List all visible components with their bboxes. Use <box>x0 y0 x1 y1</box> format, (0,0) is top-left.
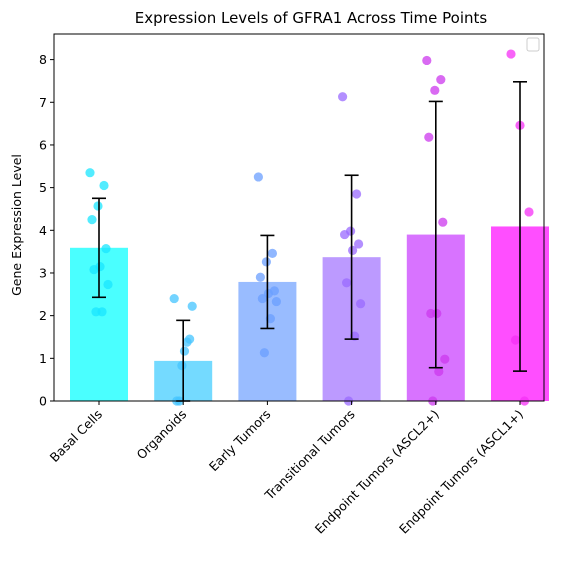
y-tick-label: 4 <box>39 223 47 238</box>
x-tick-label: Early Tumors <box>206 407 274 475</box>
data-point <box>259 348 269 358</box>
plot-frame <box>53 33 545 402</box>
data-point <box>440 354 450 364</box>
data-point <box>179 346 190 356</box>
data-point <box>177 360 187 371</box>
error-bar-1 <box>92 197 106 299</box>
data-point <box>426 308 436 319</box>
data-point <box>342 278 352 288</box>
error-bars-layer <box>92 80 527 402</box>
data-point <box>424 132 434 142</box>
bars-layer <box>70 226 549 401</box>
data-point <box>430 85 440 95</box>
data-point <box>267 248 277 258</box>
y-tick-label: 2 <box>39 308 47 323</box>
data-point <box>356 299 366 309</box>
y-tick-label: 5 <box>39 180 47 195</box>
data-point <box>354 239 364 249</box>
data-point <box>436 75 446 85</box>
y-axis-ticks: 0 1 2 3 4 5 6 7 8 <box>39 52 54 409</box>
data-point <box>263 288 273 299</box>
legend-box <box>526 37 540 52</box>
y-tick-label: 0 <box>39 394 47 409</box>
data-point <box>99 180 109 191</box>
y-tick-label: 3 <box>39 265 47 280</box>
error-bar-5 <box>428 100 443 369</box>
data-point <box>506 49 516 59</box>
data-point <box>524 207 534 217</box>
y-axis-label: Gene Expression Level <box>9 154 24 296</box>
data-point <box>182 337 192 347</box>
data-point <box>89 264 99 275</box>
error-bar-6 <box>513 80 527 372</box>
data-point <box>438 217 448 227</box>
x-tick-label: Organoids <box>134 407 190 463</box>
data-point <box>271 296 281 307</box>
data-point <box>340 229 350 240</box>
data-point <box>85 168 95 178</box>
data-point <box>261 257 271 267</box>
data-point <box>510 335 521 345</box>
x-axis-ticks: Basal Cells Organoids Early TumorsTransiti… <box>47 401 526 537</box>
data-point <box>87 215 97 225</box>
data-point <box>422 55 432 66</box>
data-point <box>103 279 113 290</box>
error-bar-3 <box>260 234 275 330</box>
data-point <box>434 366 444 377</box>
x-tick-label: Transitional Tumors <box>261 407 358 504</box>
data-point <box>352 189 362 199</box>
points-layer <box>85 49 534 406</box>
data-point <box>169 293 179 304</box>
data-point <box>91 307 101 317</box>
x-tick-label: Basal Cells <box>47 407 106 466</box>
error-bar-4 <box>344 174 359 340</box>
y-tick-label: 1 <box>39 351 47 366</box>
data-point <box>253 172 263 182</box>
data-point <box>255 272 265 282</box>
data-point <box>257 293 267 304</box>
y-tick-label: 6 <box>39 137 47 152</box>
data-point <box>348 245 358 255</box>
y-tick-label: 7 <box>39 95 47 110</box>
y-tick-label: 8 <box>39 52 47 67</box>
data-point <box>93 201 103 211</box>
data-point <box>101 244 111 254</box>
chart-title: Expression Levels of GFRA1 Across Time P… <box>135 9 488 27</box>
data-point <box>338 92 348 102</box>
data-point <box>187 301 197 311</box>
